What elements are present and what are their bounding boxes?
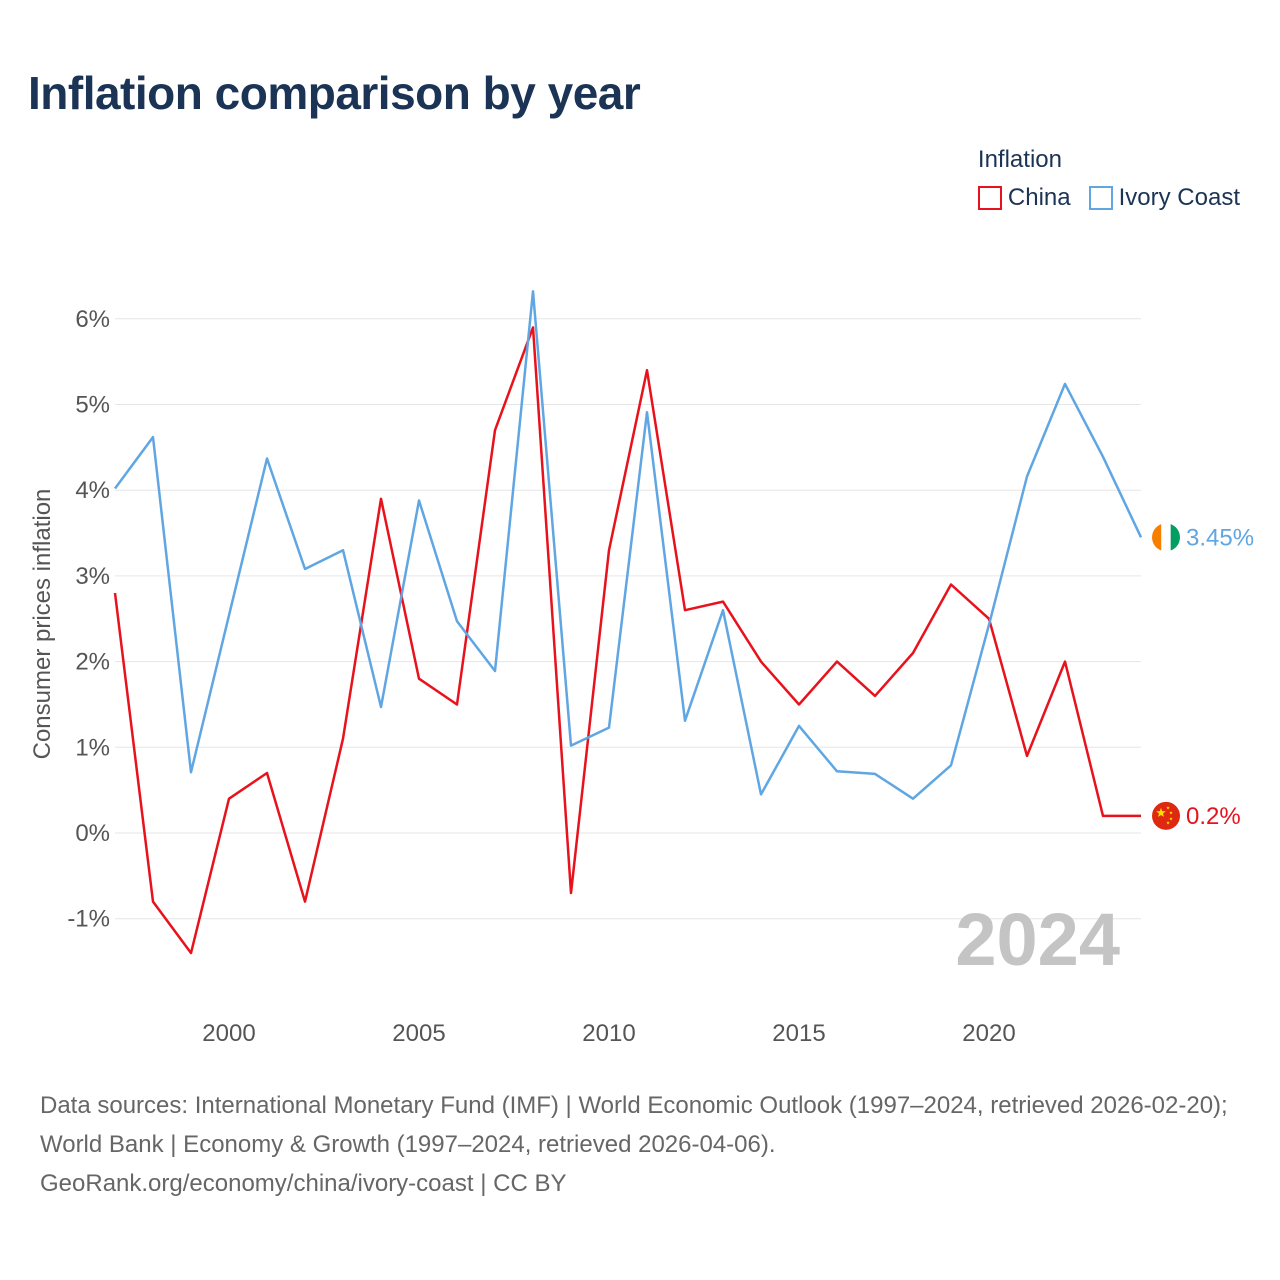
legend: Inflation China Ivory Coast [977, 146, 1240, 212]
legend-item-ivory-coast[interactable]: Ivory Coast [1088, 184, 1240, 212]
legend-swatch-ivory-coast [1088, 186, 1113, 210]
china-flag-icon [1152, 801, 1180, 830]
x-tick-label: 2010 [582, 1020, 635, 1047]
legend-label-ivory-coast: Ivory Coast [1118, 184, 1240, 211]
source-line-1: Data sources: International Monetary Fun… [40, 1092, 1228, 1158]
legend-label-china: China [1007, 184, 1071, 211]
source-note: Data sources: International Monetary Fun… [40, 1086, 1250, 1203]
legend-swatch-china [977, 186, 1002, 210]
series-line-china[interactable] [113, 326, 1141, 955]
y-tick-label: 4% [75, 477, 110, 504]
y-tick-label: 3% [75, 563, 110, 590]
y-tick-label: 6% [75, 306, 110, 333]
y-tick-label: -1% [67, 906, 110, 933]
legend-title: Inflation [977, 146, 1062, 173]
y-tick-label: 1% [75, 734, 110, 761]
end-label-ivory-coast: 3.45% [1186, 524, 1254, 551]
x-tick-label: 2015 [772, 1020, 825, 1047]
end-label-china: 0.2% [1186, 803, 1241, 830]
y-axis-label: Consumer prices inflation [29, 489, 56, 760]
x-tick-label: 2020 [962, 1020, 1015, 1047]
x-tick-label: 2000 [202, 1020, 255, 1047]
ivory-coast-flag-icon [1152, 523, 1180, 552]
y-tick-label: 0% [75, 820, 110, 847]
source-line-2: GeoRank.org/economy/china/ivory-coast | … [40, 1170, 567, 1197]
legend-item-china[interactable]: China [977, 184, 1071, 212]
line-chart: -1% 0% 1% 2% 3% 4% 5% 6% 2000 2005 2010 2015 2020 2… [29, 290, 1254, 1047]
series-line-ivory-coast[interactable] [113, 290, 1143, 800]
chart-title: Inflation comparison by year [28, 67, 641, 119]
y-tick-label: 2% [75, 649, 110, 676]
y-tick-label: 5% [75, 392, 110, 419]
x-tick-label: 2005 [392, 1020, 445, 1047]
year-watermark: 2024 [955, 898, 1120, 981]
